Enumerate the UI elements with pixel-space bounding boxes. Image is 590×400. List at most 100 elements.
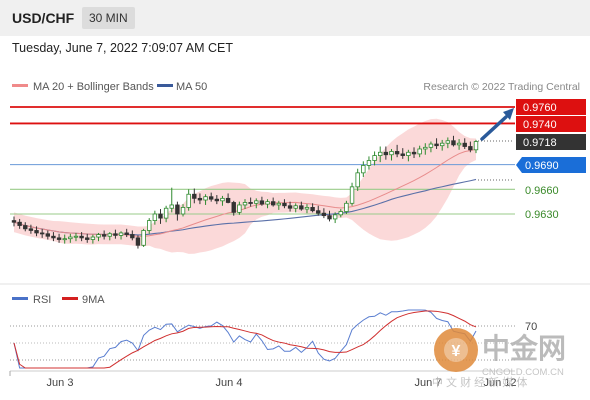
candle-body (378, 151, 383, 156)
candle-body (118, 232, 124, 236)
rsi-level-label: 70 (525, 321, 537, 333)
price-tag-label: 0.9690 (525, 160, 559, 172)
candle-body (68, 236, 73, 240)
candle-body (141, 230, 146, 246)
watermark-url: CNGOLD.COM.CN (482, 367, 564, 378)
candle-body (383, 151, 389, 156)
candle-body (28, 228, 34, 231)
candle-body (361, 165, 366, 174)
svg-text:¥: ¥ (452, 343, 461, 360)
candle-body (147, 220, 152, 231)
candle-body (180, 207, 186, 215)
candle-body (248, 202, 253, 204)
candle-body (237, 204, 242, 213)
candle-body (85, 237, 90, 240)
candle-body (355, 172, 360, 188)
candle-body (242, 202, 248, 206)
x-axis-label-jun3: Jun 3 (47, 377, 74, 389)
legend-label-ma50: MA 50 (176, 81, 207, 93)
candle-body (73, 235, 79, 238)
price-tag-9718: 0.9718 (516, 134, 586, 150)
candle-body (423, 146, 428, 150)
candle-body (96, 234, 101, 238)
candle-body (372, 155, 377, 161)
candle-body (152, 213, 158, 221)
candle-body (276, 202, 282, 206)
candle-body (293, 205, 298, 209)
candle-body (282, 202, 287, 207)
legend-label-rsi: RSI (33, 294, 51, 306)
candle-body (349, 186, 355, 204)
candle-body (186, 193, 191, 208)
timeframe-button[interactable]: 30 MIN (82, 7, 135, 29)
candle-body (338, 211, 343, 216)
candle-body (11, 220, 17, 223)
legend-label-bb: MA 20 + Bollinger Bands (33, 81, 154, 93)
candle-body (417, 148, 422, 155)
candle-body (56, 237, 62, 240)
legend-swatch-9ma (62, 297, 78, 300)
candle-body (428, 143, 434, 148)
forecast-arrow-icon (480, 108, 514, 141)
price-tag-9660: 0.9660 (525, 185, 559, 197)
candle-body (406, 151, 411, 156)
candle-body (434, 143, 439, 147)
candle-body (299, 205, 304, 210)
candle-body (220, 197, 225, 202)
price-tag-label: 0.9760 (523, 102, 557, 114)
candle-body (135, 237, 141, 246)
candle-body (321, 212, 327, 217)
candle-body (51, 235, 56, 239)
candle-body (90, 236, 96, 240)
candle-body (456, 142, 462, 146)
bollinger-band-area (14, 118, 476, 254)
candle-body (259, 200, 265, 205)
candle-body (231, 202, 236, 213)
price-tag-label: 0.9740 (523, 119, 557, 131)
candle-body (225, 197, 231, 203)
candle-body (45, 233, 51, 237)
x-axis-label-jun7: Jun 7 (415, 377, 442, 389)
candle-body (130, 234, 135, 239)
candle-body (197, 197, 203, 201)
price-tag-9690: 0.9690 (516, 157, 586, 173)
candle-body (169, 204, 174, 209)
candle-body (62, 238, 67, 241)
watermark-logo-icon (434, 328, 478, 372)
candle-body (113, 233, 118, 236)
candle-body (203, 196, 208, 201)
x-axis-label-jun4: Jun 4 (216, 377, 243, 389)
symbol-title: USD/CHF (12, 10, 75, 26)
candle-body (451, 140, 456, 146)
price-tag-9760: 0.9760 (516, 99, 586, 115)
candle-body (175, 204, 180, 215)
copyright-text: Research © 2022 Trading Central (423, 81, 580, 93)
candle-body (34, 230, 39, 234)
price-tag-9630: 0.9630 (525, 209, 559, 221)
price-tag-label: 0.9718 (523, 137, 557, 149)
candle-body (192, 193, 197, 199)
candle-body (163, 207, 169, 219)
candle-body (23, 225, 28, 230)
candle-body (79, 235, 84, 239)
rsi-9ma-line (13, 310, 477, 369)
candle-body (101, 234, 107, 237)
candle-body (270, 201, 276, 206)
x-axis-label-jun12: Jun 12 (483, 377, 516, 389)
candle-body (158, 213, 163, 219)
candle-body (445, 140, 451, 144)
legend-swatch-bb (12, 84, 28, 87)
candle-body (400, 153, 405, 156)
watermark-brand: 中金网 (482, 332, 566, 364)
candle-body (107, 233, 112, 237)
watermark: ¥ 中金网 CNGOLD.COM.CN 中 文 财 经 新 媒 体 (432, 328, 566, 389)
candle-body (439, 142, 445, 147)
candle-body (316, 210, 321, 214)
candle-body (208, 196, 214, 200)
candle-body (310, 207, 315, 212)
watermark-tagline: 中 文 财 经 新 媒 体 (432, 375, 527, 389)
candle-body (304, 207, 310, 210)
legend-swatch-ma50 (157, 84, 173, 87)
